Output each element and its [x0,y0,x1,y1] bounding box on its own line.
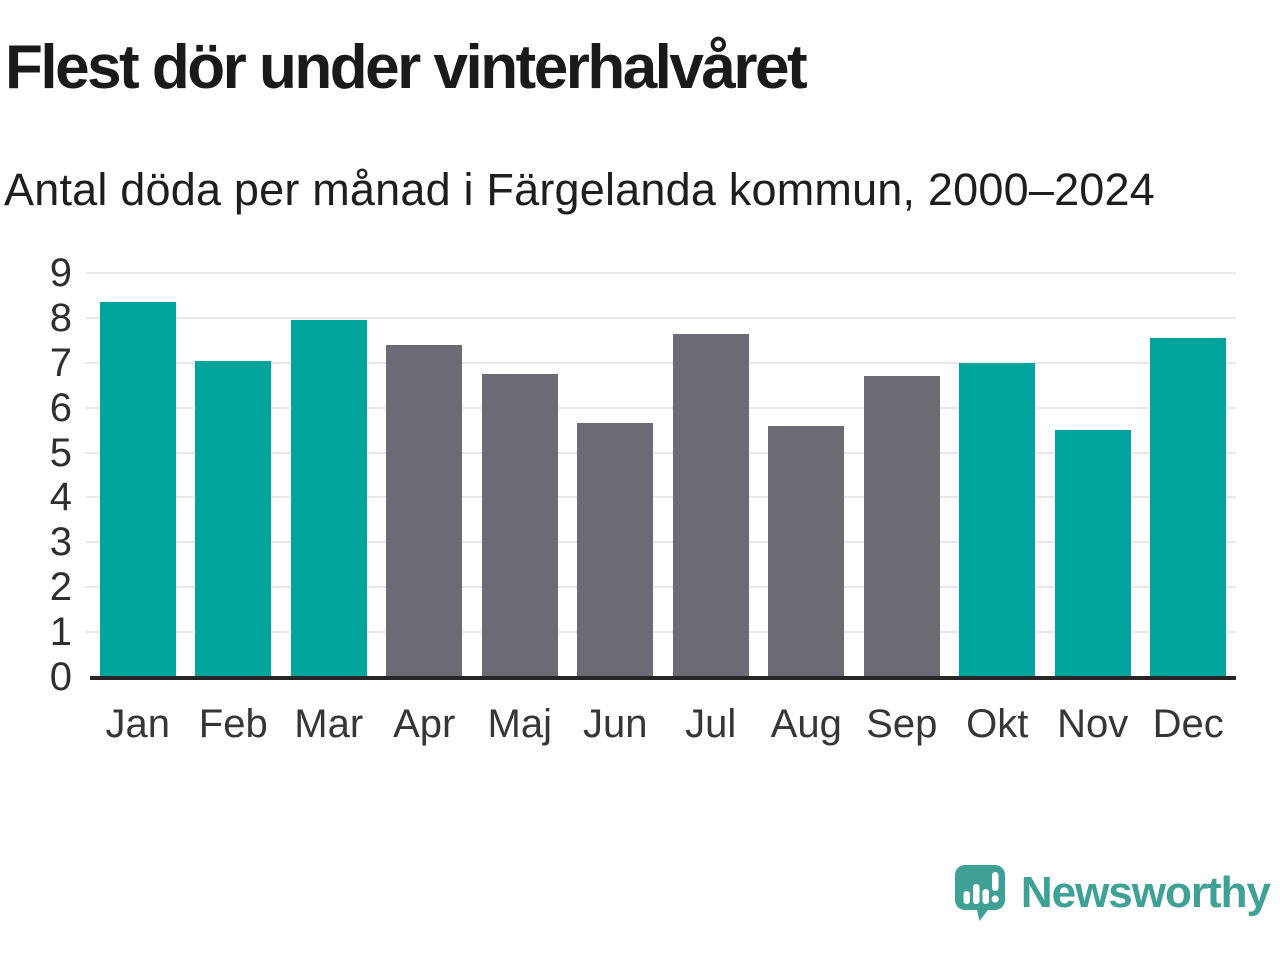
bar-okt [959,362,1036,677]
bar-apr [386,344,463,677]
bar-slot [281,273,377,677]
y-tick-label: 0 [49,655,72,699]
bar-slot [663,273,759,677]
y-tick-label: 8 [49,295,72,340]
x-tick-label: Jun [583,702,648,746]
gridline [86,406,1236,409]
bar-slot [568,273,664,677]
bar-jun [577,423,654,677]
bar-dec [1150,338,1227,677]
logo-text: Newsworthy [1020,868,1271,917]
gridline [86,496,1236,499]
x-tick-label: Sep [866,702,938,746]
bar-slots [90,273,1236,677]
y-tick-label: 5 [49,430,72,475]
gridline [86,541,1236,544]
x-tick-label: Nov [1057,702,1129,746]
newsworthy-logo: Newsworthy [954,864,1271,922]
page-title: Flest dör under vinterhalvåret [5,33,808,102]
bar-mar [290,320,367,677]
bar-slot [90,273,186,677]
bar-sep [863,376,940,677]
bar-maj [481,374,558,677]
y-tick-label: 6 [49,385,72,430]
y-tick-label: 9 [49,251,72,295]
x-tick-label: Okt [966,702,1029,746]
y-tick-label: 3 [49,520,72,565]
plot-area [86,272,1236,677]
bar-slot [1141,273,1237,677]
x-axis-labels: Jan Feb Mar Apr Maj Jun Jul Aug Sep Okt Nov Dec [90,700,1236,748]
bar-slot [377,273,473,677]
gridline [86,631,1236,634]
newsworthy-bubble-icon [954,865,1005,921]
bar-slot [186,273,282,677]
bar-aug [768,425,845,677]
bar-nov [1054,430,1131,677]
y-tick-label: 4 [49,475,72,520]
bar-slot [759,273,855,677]
x-tick-label: Jul [685,702,737,746]
y-tick-label: 2 [49,565,72,610]
y-tick-label: 1 [49,610,72,655]
bar-slot [854,273,950,677]
gridline [86,361,1236,364]
gridline [86,451,1236,454]
bar-slot [1045,273,1141,677]
x-tick-label: Maj [487,702,552,746]
bar-jul [672,333,749,677]
gridline [86,272,1236,274]
bar-feb [195,360,272,677]
bar-jan [99,302,176,677]
x-tick-label: Jan [105,702,171,746]
bar-slot [950,273,1046,677]
x-tick-label: Aug [770,702,842,746]
x-tick-label: Apr [393,702,456,746]
y-tick-label: 7 [49,340,72,385]
gridline [86,586,1236,589]
x-tick-label: Dec [1152,702,1224,746]
gridline [86,316,1236,319]
x-tick-label: Mar [294,702,364,746]
page-subtitle: Antal döda per månad i Färgelanda kommun… [4,164,1155,215]
x-tick-label: Feb [198,702,268,746]
bar-slot [472,273,568,677]
x-axis-line [90,676,1236,680]
